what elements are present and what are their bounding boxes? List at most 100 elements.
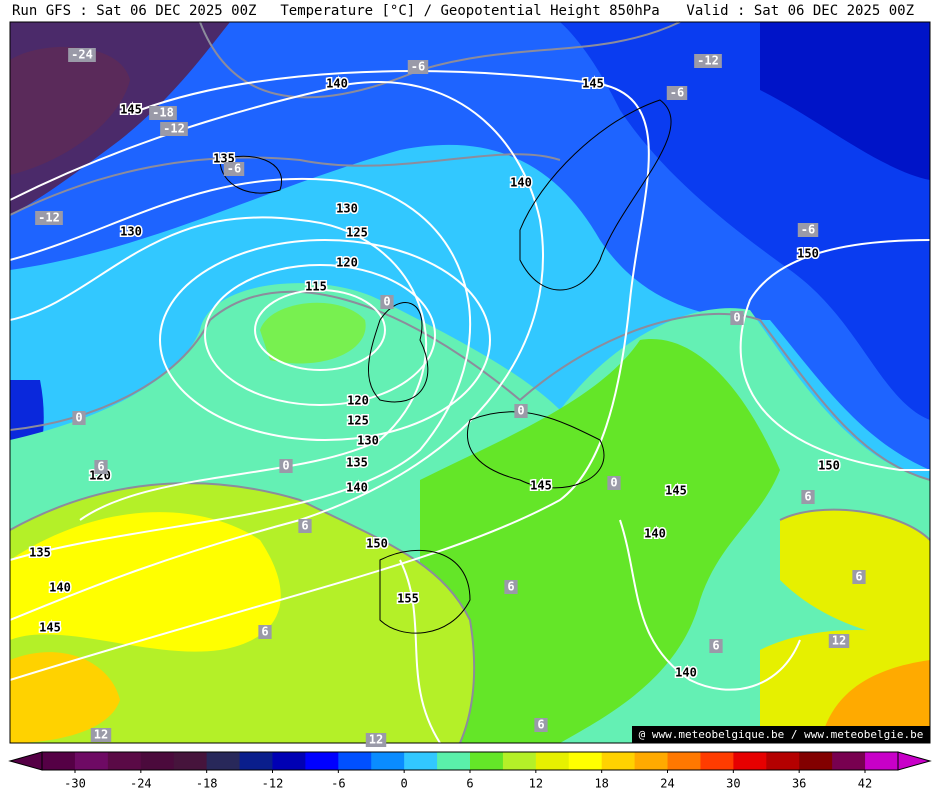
temperature-label: -6: [670, 86, 684, 100]
colorbar-swatch: [305, 752, 339, 770]
colorbar-arrow: [897, 751, 932, 771]
colorbar-tick-label: 30: [726, 777, 740, 791]
temperature-label-box: [666, 86, 688, 100]
height-label: 130: [336, 202, 358, 216]
colorbar-swatch: [733, 752, 767, 770]
colorbar-swatch: [568, 752, 603, 770]
height-label: 120: [347, 394, 369, 408]
temperature-label-box: [709, 639, 723, 653]
temperature-label: -24: [71, 48, 93, 62]
temperature-label-box: [797, 223, 819, 237]
temperature-label-box: [149, 106, 177, 120]
height-label: 150: [818, 459, 840, 473]
temperature-label: -6: [411, 60, 425, 74]
colorbar-swatch: [700, 752, 734, 770]
map-frame: [9, 21, 931, 744]
temperature-label: 6: [712, 639, 719, 653]
height-label: 155: [397, 592, 419, 606]
colorbar-swatch: [535, 752, 570, 770]
temperature-label: 6: [855, 570, 862, 584]
colorbar-swatch: [173, 752, 208, 770]
temperature-label-box: [94, 460, 108, 474]
credit: @ www.meteobelgique.be / www.meteobelgie…: [639, 728, 924, 741]
height-label: 140: [346, 481, 368, 495]
temperature-label: 0: [383, 295, 390, 309]
colorbar-tick-label: 36: [792, 777, 806, 791]
temperature-label: 12: [94, 728, 108, 742]
temperature-label: -12: [163, 122, 185, 136]
temperature-label: -6: [227, 162, 241, 176]
temperature-label: 6: [804, 490, 811, 504]
temperature-label: 0: [75, 411, 82, 425]
temperature-label-box: [380, 295, 394, 309]
height-label: 115: [305, 280, 327, 294]
height-label: 125: [346, 226, 368, 240]
colorbar-arrow: [8, 751, 43, 771]
height-label: 140: [49, 581, 71, 595]
colorbar-tick-label: -30: [64, 777, 86, 791]
colorbar-swatch: [832, 752, 866, 770]
temperature-label: -6: [801, 223, 815, 237]
temperature-label: 12: [832, 634, 846, 648]
temperature-label: -12: [697, 54, 719, 68]
colorbar-tick-label: 42: [858, 777, 872, 791]
colorbar-swatch: [338, 752, 372, 770]
temperature-label-box: [90, 728, 112, 742]
temperature-label-box: [279, 459, 293, 473]
colorbar-tick-label: -6: [331, 777, 345, 791]
height-label: 135: [346, 456, 368, 470]
colorbar-swatch: [42, 752, 76, 770]
temperature-label-box: [35, 211, 63, 225]
header-center: Temperature [°C] / Geopotential Height 8…: [280, 3, 659, 19]
colorbar-swatch: [239, 752, 273, 770]
temperature-label: 6: [261, 625, 268, 639]
temperature-label-box: [258, 625, 272, 639]
height-label: 125: [347, 414, 369, 428]
temperature-label-box: [298, 519, 312, 533]
map-background: [9, 21, 931, 744]
temperature-label: 6: [97, 460, 104, 474]
height-label: 140: [644, 527, 666, 541]
temperature-label: 0: [733, 311, 740, 325]
temperature-label-box: [730, 311, 744, 325]
colorbar-swatch: [766, 752, 800, 770]
height-label: 145: [582, 77, 604, 91]
colorbar-swatch: [437, 752, 471, 770]
colorbar-swatch: [634, 752, 669, 770]
colorbar-tick-label: 18: [594, 777, 608, 791]
height-label: 120: [336, 256, 358, 270]
temperature-label: 6: [537, 718, 544, 732]
height-label: 140: [675, 666, 697, 680]
colorbar-swatch: [601, 752, 636, 770]
temperature-label-box: [68, 48, 96, 62]
temperature-label-box: [407, 60, 429, 74]
temperature-label: -18: [152, 106, 174, 120]
temperature-label-box: [534, 718, 548, 732]
temperature-label-box: [607, 476, 621, 490]
colorbar-swatch: [206, 752, 241, 770]
colorbar-tick-label: 0: [401, 777, 408, 791]
colorbar-swatch: [799, 752, 833, 770]
height-label: 140: [510, 176, 532, 190]
temperature-label-box: [801, 490, 815, 504]
colorbar-tick-label: 12: [529, 777, 543, 791]
temperature-label: 6: [301, 519, 308, 533]
colorbar-swatch: [107, 752, 142, 770]
temperature-label: 12: [369, 733, 383, 747]
height-label: 130: [120, 225, 142, 239]
temperature-label-box: [828, 634, 850, 648]
colorbar-swatch: [272, 752, 306, 770]
temperature-label-box: [694, 54, 722, 68]
colorbar-swatch: [371, 752, 405, 770]
temperature-label-box: [72, 411, 86, 425]
temperature-label: 6: [507, 580, 514, 594]
height-label: 135: [29, 546, 51, 560]
colorbar-tick-label: -12: [262, 777, 284, 791]
header-right: Valid : Sat 06 DEC 2025 00Z: [686, 3, 914, 19]
height-label: 145: [120, 103, 142, 117]
credit-box: [632, 726, 930, 743]
temperature-label-box: [504, 580, 518, 594]
height-label: 145: [530, 479, 552, 493]
